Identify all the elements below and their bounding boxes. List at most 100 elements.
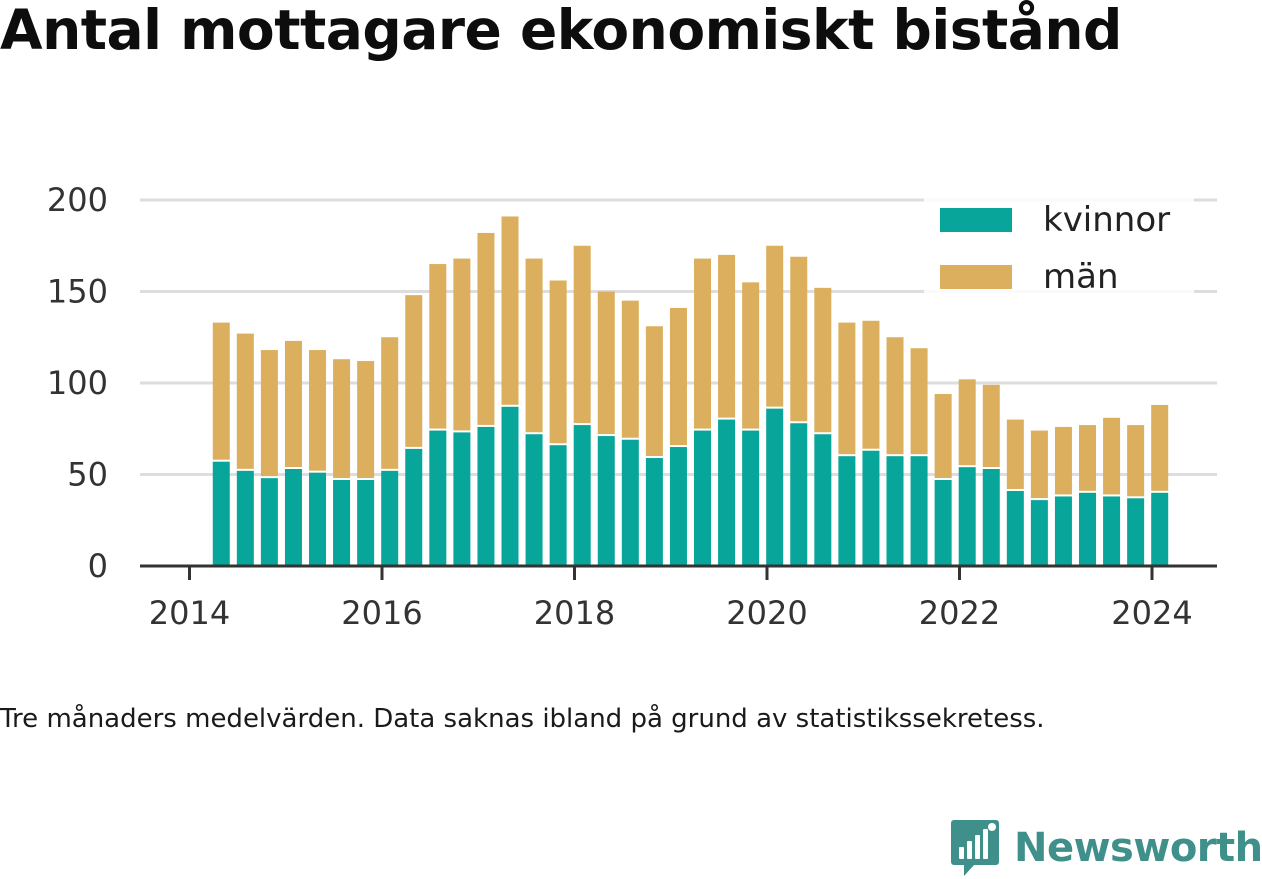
bar-man: [766, 245, 784, 407]
bar-kvinnor: [477, 426, 495, 566]
bar-series: [212, 216, 1169, 566]
bar-man: [212, 322, 230, 460]
bar-man: [597, 291, 615, 435]
bar-man: [1054, 426, 1072, 495]
legend-swatch: [940, 208, 1012, 232]
bar-kvinnor: [1006, 490, 1024, 566]
bar-man: [477, 232, 495, 425]
brand-logo: Newsworthy: [950, 818, 1262, 878]
bar-kvinnor: [958, 467, 976, 566]
bar-kvinnor: [621, 439, 639, 566]
bar-man: [381, 337, 399, 469]
bar-man: [453, 258, 471, 431]
bar-kvinnor: [309, 472, 327, 566]
legend: kvinnor män: [924, 197, 1194, 297]
bar-man: [357, 361, 375, 478]
bar-kvinnor: [284, 469, 302, 566]
bar-kvinnor: [260, 478, 278, 566]
bar-man: [645, 326, 663, 457]
y-tick-label: 100: [47, 364, 108, 402]
bar-man: [1030, 430, 1048, 499]
bar-man: [236, 333, 254, 469]
bar-kvinnor: [790, 423, 808, 566]
bar-kvinnor: [381, 470, 399, 566]
chart-title: Antal mottagare ekonomiskt bistånd: [0, 0, 1122, 62]
bar-kvinnor: [597, 436, 615, 566]
bar-kvinnor: [501, 406, 519, 566]
bar-man: [405, 295, 423, 447]
bar-man: [958, 379, 976, 466]
axes: 0 50 100 150 200 2014 2016 2018 2020 2022 2024: [47, 181, 1217, 632]
bar-man: [934, 393, 952, 478]
bar-man: [501, 216, 519, 405]
y-tick-label: 200: [47, 181, 108, 219]
bar-man: [669, 307, 687, 446]
bar-chart: 0 50 100 150 200 2014 2016 2018 2020 2022 2024 kvi…: [47, 181, 1217, 632]
bar-man: [525, 258, 543, 433]
chart-caption: Tre månaders medelvärden. Data saknas ib…: [0, 704, 1045, 734]
bar-kvinnor: [405, 448, 423, 566]
bar-kvinnor: [1151, 492, 1169, 566]
bar-man: [718, 254, 736, 418]
bar-kvinnor: [1054, 496, 1072, 566]
x-tick-label: 2016: [341, 594, 422, 632]
newsworthy-icon: [951, 820, 999, 876]
bar-man: [1151, 404, 1169, 491]
bar-man: [621, 300, 639, 438]
bar-kvinnor: [236, 470, 254, 566]
bar-kvinnor: [982, 469, 1000, 566]
bar-kvinnor: [212, 461, 230, 566]
bar-kvinnor: [1079, 492, 1097, 566]
y-tick-label: 150: [47, 273, 108, 311]
bar-man: [982, 384, 1000, 468]
bar-man: [284, 340, 302, 468]
legend-label: män: [1043, 257, 1119, 297]
bar-kvinnor: [453, 432, 471, 566]
bar-man: [742, 282, 760, 429]
bar-kvinnor: [333, 479, 351, 566]
bar-man: [429, 264, 447, 429]
legend-swatch: [940, 265, 1012, 289]
bar-man: [814, 287, 832, 433]
bar-kvinnor: [838, 456, 856, 566]
bar-kvinnor: [742, 430, 760, 566]
bar-kvinnor: [718, 419, 736, 566]
bar-man: [838, 322, 856, 455]
bar-man: [886, 337, 904, 455]
bar-man: [1006, 419, 1024, 489]
bar-man: [862, 320, 880, 449]
x-tick-label: 2022: [919, 594, 1000, 632]
bar-man: [910, 348, 928, 455]
bar-man: [333, 359, 351, 478]
bar-kvinnor: [766, 408, 784, 566]
bar-kvinnor: [1127, 498, 1145, 566]
bar-kvinnor: [814, 434, 832, 566]
bar-man: [549, 280, 567, 444]
bar-kvinnor: [934, 479, 952, 566]
bar-man: [1127, 425, 1145, 497]
x-tick-label: 2024: [1111, 594, 1192, 632]
brand-name: Newsworthy: [1014, 825, 1262, 871]
bar-kvinnor: [357, 479, 375, 566]
bar-man: [573, 245, 591, 424]
x-tick-label: 2020: [726, 594, 807, 632]
bar-kvinnor: [1103, 496, 1121, 566]
bar-man: [694, 258, 712, 429]
y-tick-label: 0: [88, 547, 108, 585]
bar-man: [309, 350, 327, 471]
bar-kvinnor: [886, 456, 904, 566]
bar-kvinnor: [429, 430, 447, 566]
bar-kvinnor: [910, 456, 928, 566]
bar-kvinnor: [645, 458, 663, 566]
bar-kvinnor: [669, 447, 687, 566]
x-tick-label: 2018: [534, 594, 615, 632]
bar-kvinnor: [573, 425, 591, 566]
legend-label: kvinnor: [1043, 200, 1170, 240]
bar-kvinnor: [1030, 500, 1048, 566]
bar-kvinnor: [525, 434, 543, 566]
bar-kvinnor: [694, 430, 712, 566]
bar-kvinnor: [862, 450, 880, 566]
bar-man: [1079, 425, 1097, 491]
bar-man: [790, 256, 808, 422]
x-tick-label: 2014: [149, 594, 230, 632]
